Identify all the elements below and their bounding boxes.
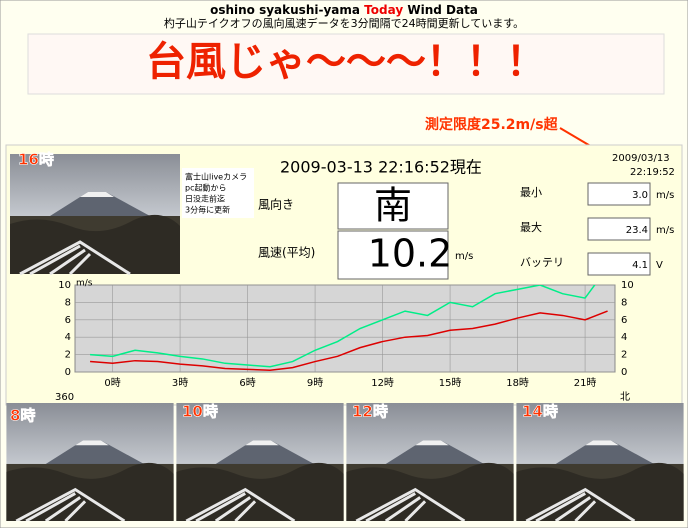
direction-box — [337, 182, 449, 230]
min: 3.0 — [632, 190, 648, 201]
y-unit: m/s — [76, 279, 93, 289]
camera-label: 10時 — [182, 403, 218, 421]
annotation: 測定限度25.2m/s超 — [425, 116, 559, 133]
y-tick-label: 8 — [65, 297, 71, 308]
camera-image — [10, 152, 180, 276]
chart: 0 0 2 2 4 4 6 6 8 8 10 10 0時 3時 6時 9時 12時 15時 18時 21時 — [58, 280, 634, 389]
x-tick-label: 3時 — [172, 377, 188, 389]
direction: 南 — [374, 184, 412, 228]
y2-tick-label: 6 — [621, 315, 627, 326]
camera-note: pc起動から — [185, 184, 226, 193]
y-tick-label: 10 — [58, 280, 71, 291]
camera-image — [346, 403, 514, 521]
y-tick-label: 4 — [65, 332, 71, 343]
y-tick-label: 0 — [65, 367, 71, 378]
camera-label: 8時 — [10, 407, 35, 425]
min-unit: m/s — [656, 190, 674, 201]
header-title: oshino syakushi-yama Today Wind Data — [210, 3, 478, 17]
y2-tick-label: 10 — [621, 280, 634, 291]
camera-note: 日没走前迄 — [185, 194, 225, 204]
camera-label: 12時 — [352, 403, 388, 421]
plot-area — [74, 284, 616, 373]
x-tick-label: 6時 — [239, 377, 255, 389]
update-time: 22:19:52 — [630, 167, 675, 178]
camera-note: 3分毎に更新 — [185, 205, 230, 215]
camera-label: 16時 — [18, 151, 54, 169]
speed-label: 風速(平均) — [258, 246, 315, 260]
series-line — [90, 285, 596, 368]
x-tick-label: 15時 — [439, 377, 462, 389]
min-label: 最小 — [520, 186, 542, 199]
speed-unit: m/s — [455, 251, 473, 262]
direction-axis-top: 360 — [55, 392, 74, 403]
camera-image — [176, 403, 344, 521]
series-line — [90, 310, 608, 372]
bottom-cameras: 8時 10時 12時 14時 — [6, 402, 684, 521]
timestamp: 2009-03-13 22:16:52現在 — [280, 158, 482, 177]
max-label: 最大 — [520, 220, 542, 234]
x-tick-label: 12時 — [371, 377, 394, 389]
battery-label: バッテリ — [520, 256, 564, 269]
battery: 4.1 — [632, 260, 648, 271]
banner: 台風じゃ〜〜〜！！！ — [146, 39, 546, 85]
x-tick-label: 18時 — [506, 377, 529, 389]
y2-tick-label: 8 — [621, 297, 627, 308]
series-group — [90, 285, 608, 372]
y2-tick-label: 2 — [621, 350, 627, 361]
x-tick-label: 9時 — [307, 377, 323, 389]
speed: 10.2 — [368, 232, 453, 276]
y-tick-label: 6 — [65, 315, 71, 326]
y2-tick-label: 4 — [621, 332, 627, 343]
x-tick-label: 21時 — [574, 377, 597, 389]
battery-box — [587, 252, 651, 276]
speed-box — [337, 230, 449, 280]
camera-label: 14時 — [522, 403, 558, 421]
direction-axis-right: 北 — [620, 391, 630, 403]
camera-image — [516, 403, 684, 521]
max: 23.4 — [626, 225, 648, 236]
y-tick-label: 2 — [65, 350, 71, 361]
update-date: 2009/03/13 — [612, 153, 670, 164]
max-unit: m/s — [656, 225, 674, 236]
banner-box — [27, 33, 665, 95]
min-box — [587, 182, 651, 206]
header-rest: Wind Data — [407, 3, 478, 17]
battery-unit: V — [656, 260, 663, 271]
camera-note-box — [182, 168, 254, 218]
direction-label: 風向き — [258, 197, 294, 212]
camera-note: 富士山liveカメラ — [185, 172, 247, 182]
y2-tick-label: 0 — [621, 367, 627, 378]
today: Today — [364, 3, 403, 17]
site-name: oshino syakushi-yama — [210, 3, 360, 17]
x-tick-label: 0時 — [104, 377, 120, 389]
max-box — [587, 217, 651, 241]
subtitle: 杓子山テイクオフの風向風速データを3分間隔で24時間更新しています。 — [164, 16, 524, 30]
